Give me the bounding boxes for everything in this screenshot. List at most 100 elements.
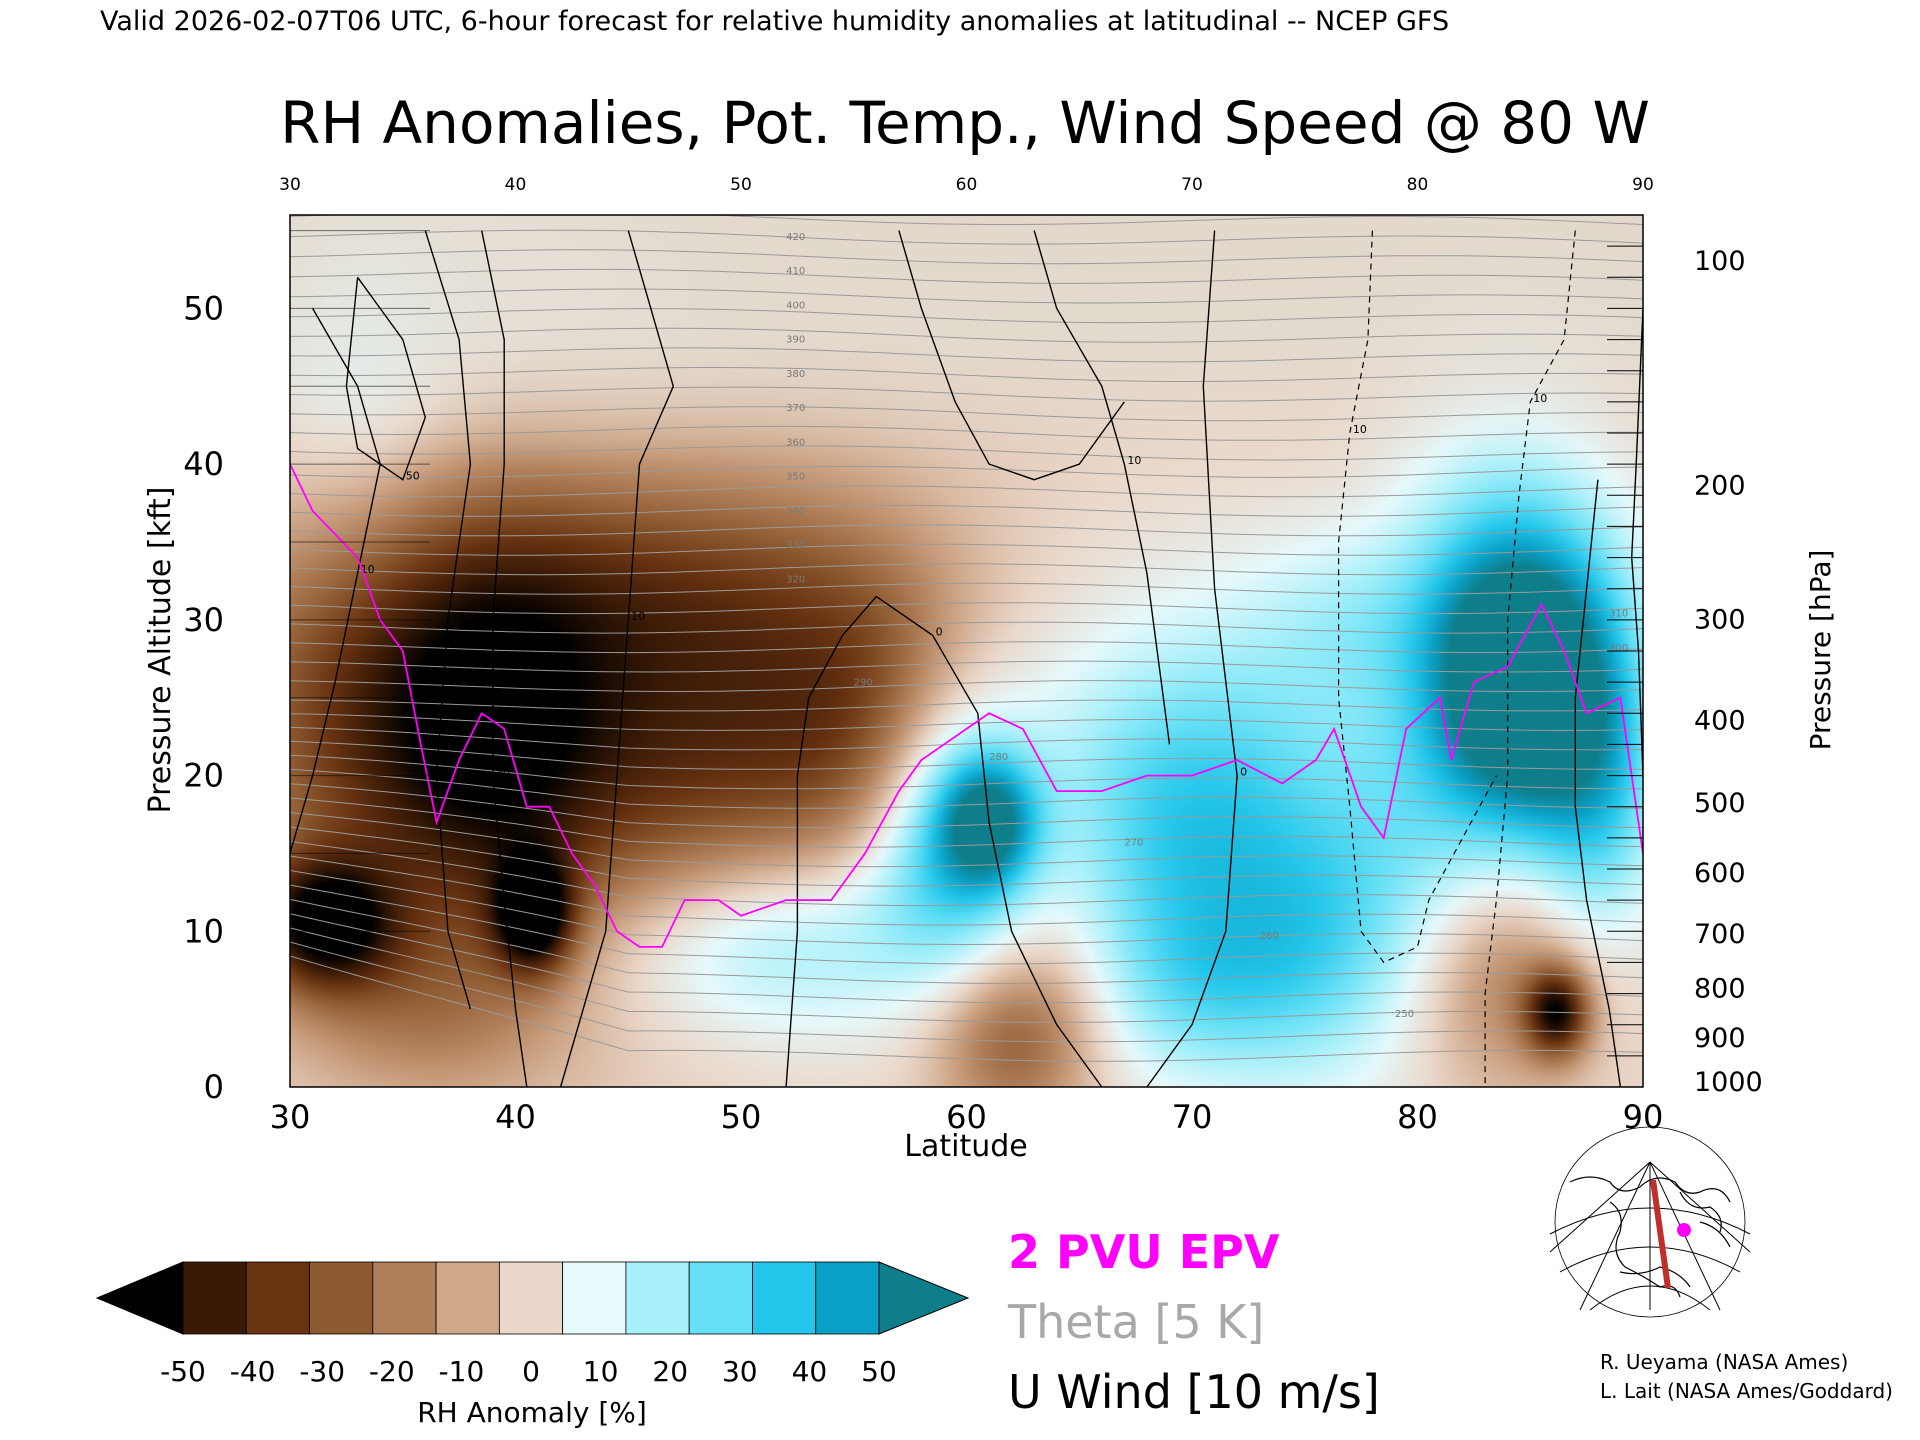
colorbar-tick-label: 30 bbox=[722, 1355, 758, 1388]
pressure-tick-label: 100 bbox=[1694, 246, 1746, 277]
legend-epv: 2 PVU EPV bbox=[1008, 1225, 1280, 1279]
theta-isentrope bbox=[290, 268, 1643, 284]
colorbar-tick-label: 0 bbox=[522, 1355, 540, 1388]
colorbar-high-arrow bbox=[878, 1261, 970, 1335]
colorbar-tick-label: 20 bbox=[652, 1355, 688, 1388]
theta-isentrope bbox=[290, 913, 1643, 1004]
u-wind-contour bbox=[1574, 479, 1622, 1087]
x-tick-label: 50 bbox=[721, 1098, 762, 1136]
u-wind-label: 30 bbox=[451, 610, 465, 623]
theta-isentrope bbox=[290, 699, 1643, 712]
theta-label: 260 bbox=[1260, 931, 1279, 942]
theta-isentrope bbox=[290, 641, 1643, 654]
theta-isentrope bbox=[290, 602, 1643, 615]
colorbar-tick-label: -30 bbox=[299, 1355, 345, 1388]
u-wind-contour bbox=[424, 230, 472, 1010]
u-wind-contour bbox=[1033, 230, 1171, 745]
theta-isentrope bbox=[290, 288, 1643, 304]
plot-area: 4204104003903803703603503403303203103002… bbox=[289, 214, 1644, 1088]
theta-isentrope bbox=[290, 445, 1643, 461]
theta-isentrope bbox=[290, 713, 1643, 731]
credit-1: R. Ueyama (NASA Ames) bbox=[1600, 1350, 1848, 1374]
pressure-tick-label: 200 bbox=[1694, 470, 1746, 501]
x-tick-label-top: 30 bbox=[279, 175, 301, 195]
y-tick-label: 10 bbox=[183, 912, 224, 950]
theta-label: 390 bbox=[786, 335, 805, 346]
colorbar-swatch bbox=[625, 1261, 690, 1335]
theta-isentrope bbox=[290, 927, 1643, 1023]
x-tick-label-top: 60 bbox=[956, 175, 978, 195]
y-tick-label: 40 bbox=[183, 445, 224, 483]
colorbar-tick-label: 10 bbox=[583, 1355, 619, 1388]
colorbar-tick-label: -50 bbox=[160, 1355, 206, 1388]
colorbar-swatch bbox=[688, 1261, 753, 1335]
y-tick-label: 0 bbox=[204, 1068, 224, 1106]
colorbar-swatch bbox=[498, 1261, 564, 1335]
legend-theta: Theta [5 K] bbox=[1007, 1295, 1264, 1349]
pressure-tick-label: 1000 bbox=[1694, 1067, 1763, 1098]
pressure-tick-label: 500 bbox=[1694, 788, 1746, 819]
pressure-tick-label: 400 bbox=[1694, 706, 1746, 737]
theta-isentrope bbox=[290, 308, 1643, 324]
y-tick-label: 50 bbox=[183, 289, 224, 327]
u-wind-label: 10 bbox=[1533, 392, 1547, 405]
colorbar-low-arrow bbox=[95, 1261, 184, 1335]
u-wind-label: 10 bbox=[361, 563, 375, 576]
pressure-tick-label: 700 bbox=[1694, 919, 1746, 950]
theta-isentrope bbox=[290, 347, 1643, 363]
theta-label: 300 bbox=[1609, 643, 1628, 654]
theta-isentrope bbox=[290, 249, 1643, 265]
theta-label: 270 bbox=[1124, 838, 1143, 849]
credit-2: L. Lait (NASA Ames/Goddard) bbox=[1600, 1379, 1893, 1403]
x-tick-label: 30 bbox=[270, 1098, 311, 1136]
colorbar-swatch bbox=[562, 1261, 627, 1335]
u-wind-label: 0 bbox=[1240, 766, 1247, 779]
u-wind-contour bbox=[1146, 230, 1238, 1087]
theta-isentrope bbox=[290, 582, 1643, 595]
theta-label: 370 bbox=[786, 403, 805, 414]
u-wind-contour bbox=[785, 595, 1103, 1087]
pressure-tick-label: 800 bbox=[1694, 973, 1746, 1004]
colorbar-swatch bbox=[309, 1261, 374, 1335]
u-wind-contour-negative bbox=[1484, 230, 1576, 1087]
header-text: Valid 2026-02-07T06 UTC, 6-hour forecast… bbox=[100, 6, 1449, 37]
x-axis-bottom: 30 40 50 60 70 80 90 bbox=[270, 1098, 1664, 1136]
colorbar-swatch bbox=[182, 1261, 247, 1335]
epv-line bbox=[290, 463, 1643, 948]
x-tick-label-top: 50 bbox=[730, 175, 752, 195]
theta-isentrope bbox=[290, 466, 1643, 478]
pressure-tick-marks bbox=[290, 230, 1643, 1088]
u-wind-contour bbox=[481, 230, 528, 1087]
u-wind-contour bbox=[559, 230, 675, 1087]
x-tick-label-top: 40 bbox=[505, 175, 527, 195]
theta-label: 320 bbox=[786, 575, 805, 586]
theta-isentrope bbox=[290, 955, 1643, 1062]
y-tick-label: 20 bbox=[183, 757, 224, 795]
theta-isentrope bbox=[290, 898, 1643, 984]
u-wind-label: 0 bbox=[936, 625, 943, 638]
colorbar-swatch bbox=[372, 1261, 437, 1335]
x-tick-label: 80 bbox=[1397, 1098, 1438, 1136]
colorbar-tick-label: 50 bbox=[861, 1355, 897, 1388]
theta-isentrope bbox=[290, 367, 1643, 382]
colorbar-tick-label: 40 bbox=[792, 1355, 828, 1388]
theta-isentrope bbox=[290, 680, 1643, 693]
theta-isentrope bbox=[290, 826, 1643, 887]
x-axis-label: Latitude bbox=[904, 1129, 1027, 1164]
theta-contours: 4204104003903803703603503403303203103002… bbox=[290, 215, 1643, 1062]
pressure-tick-label: 600 bbox=[1694, 858, 1746, 889]
theta-label: 400 bbox=[786, 300, 805, 311]
theta-isentrope bbox=[290, 524, 1643, 537]
theta-label: 350 bbox=[786, 472, 805, 483]
theta-label: 410 bbox=[786, 266, 805, 277]
theta-isentrope bbox=[290, 726, 1643, 751]
colorbar-swatch bbox=[245, 1261, 310, 1335]
u-wind-label: 10 bbox=[1127, 454, 1141, 467]
colorbar-swatch bbox=[435, 1261, 500, 1335]
colorbar-swatch bbox=[815, 1261, 880, 1335]
y-axis-label-right: Pressure [hPa] bbox=[1804, 550, 1837, 751]
theta-isentrope bbox=[290, 563, 1643, 576]
theta-isentrope bbox=[290, 754, 1643, 790]
colorbar-label: RH Anomaly [%] bbox=[417, 1396, 647, 1429]
y-axis-right: 1000 900 800 700 600 500 400 300 200 100 bbox=[1694, 246, 1763, 1098]
